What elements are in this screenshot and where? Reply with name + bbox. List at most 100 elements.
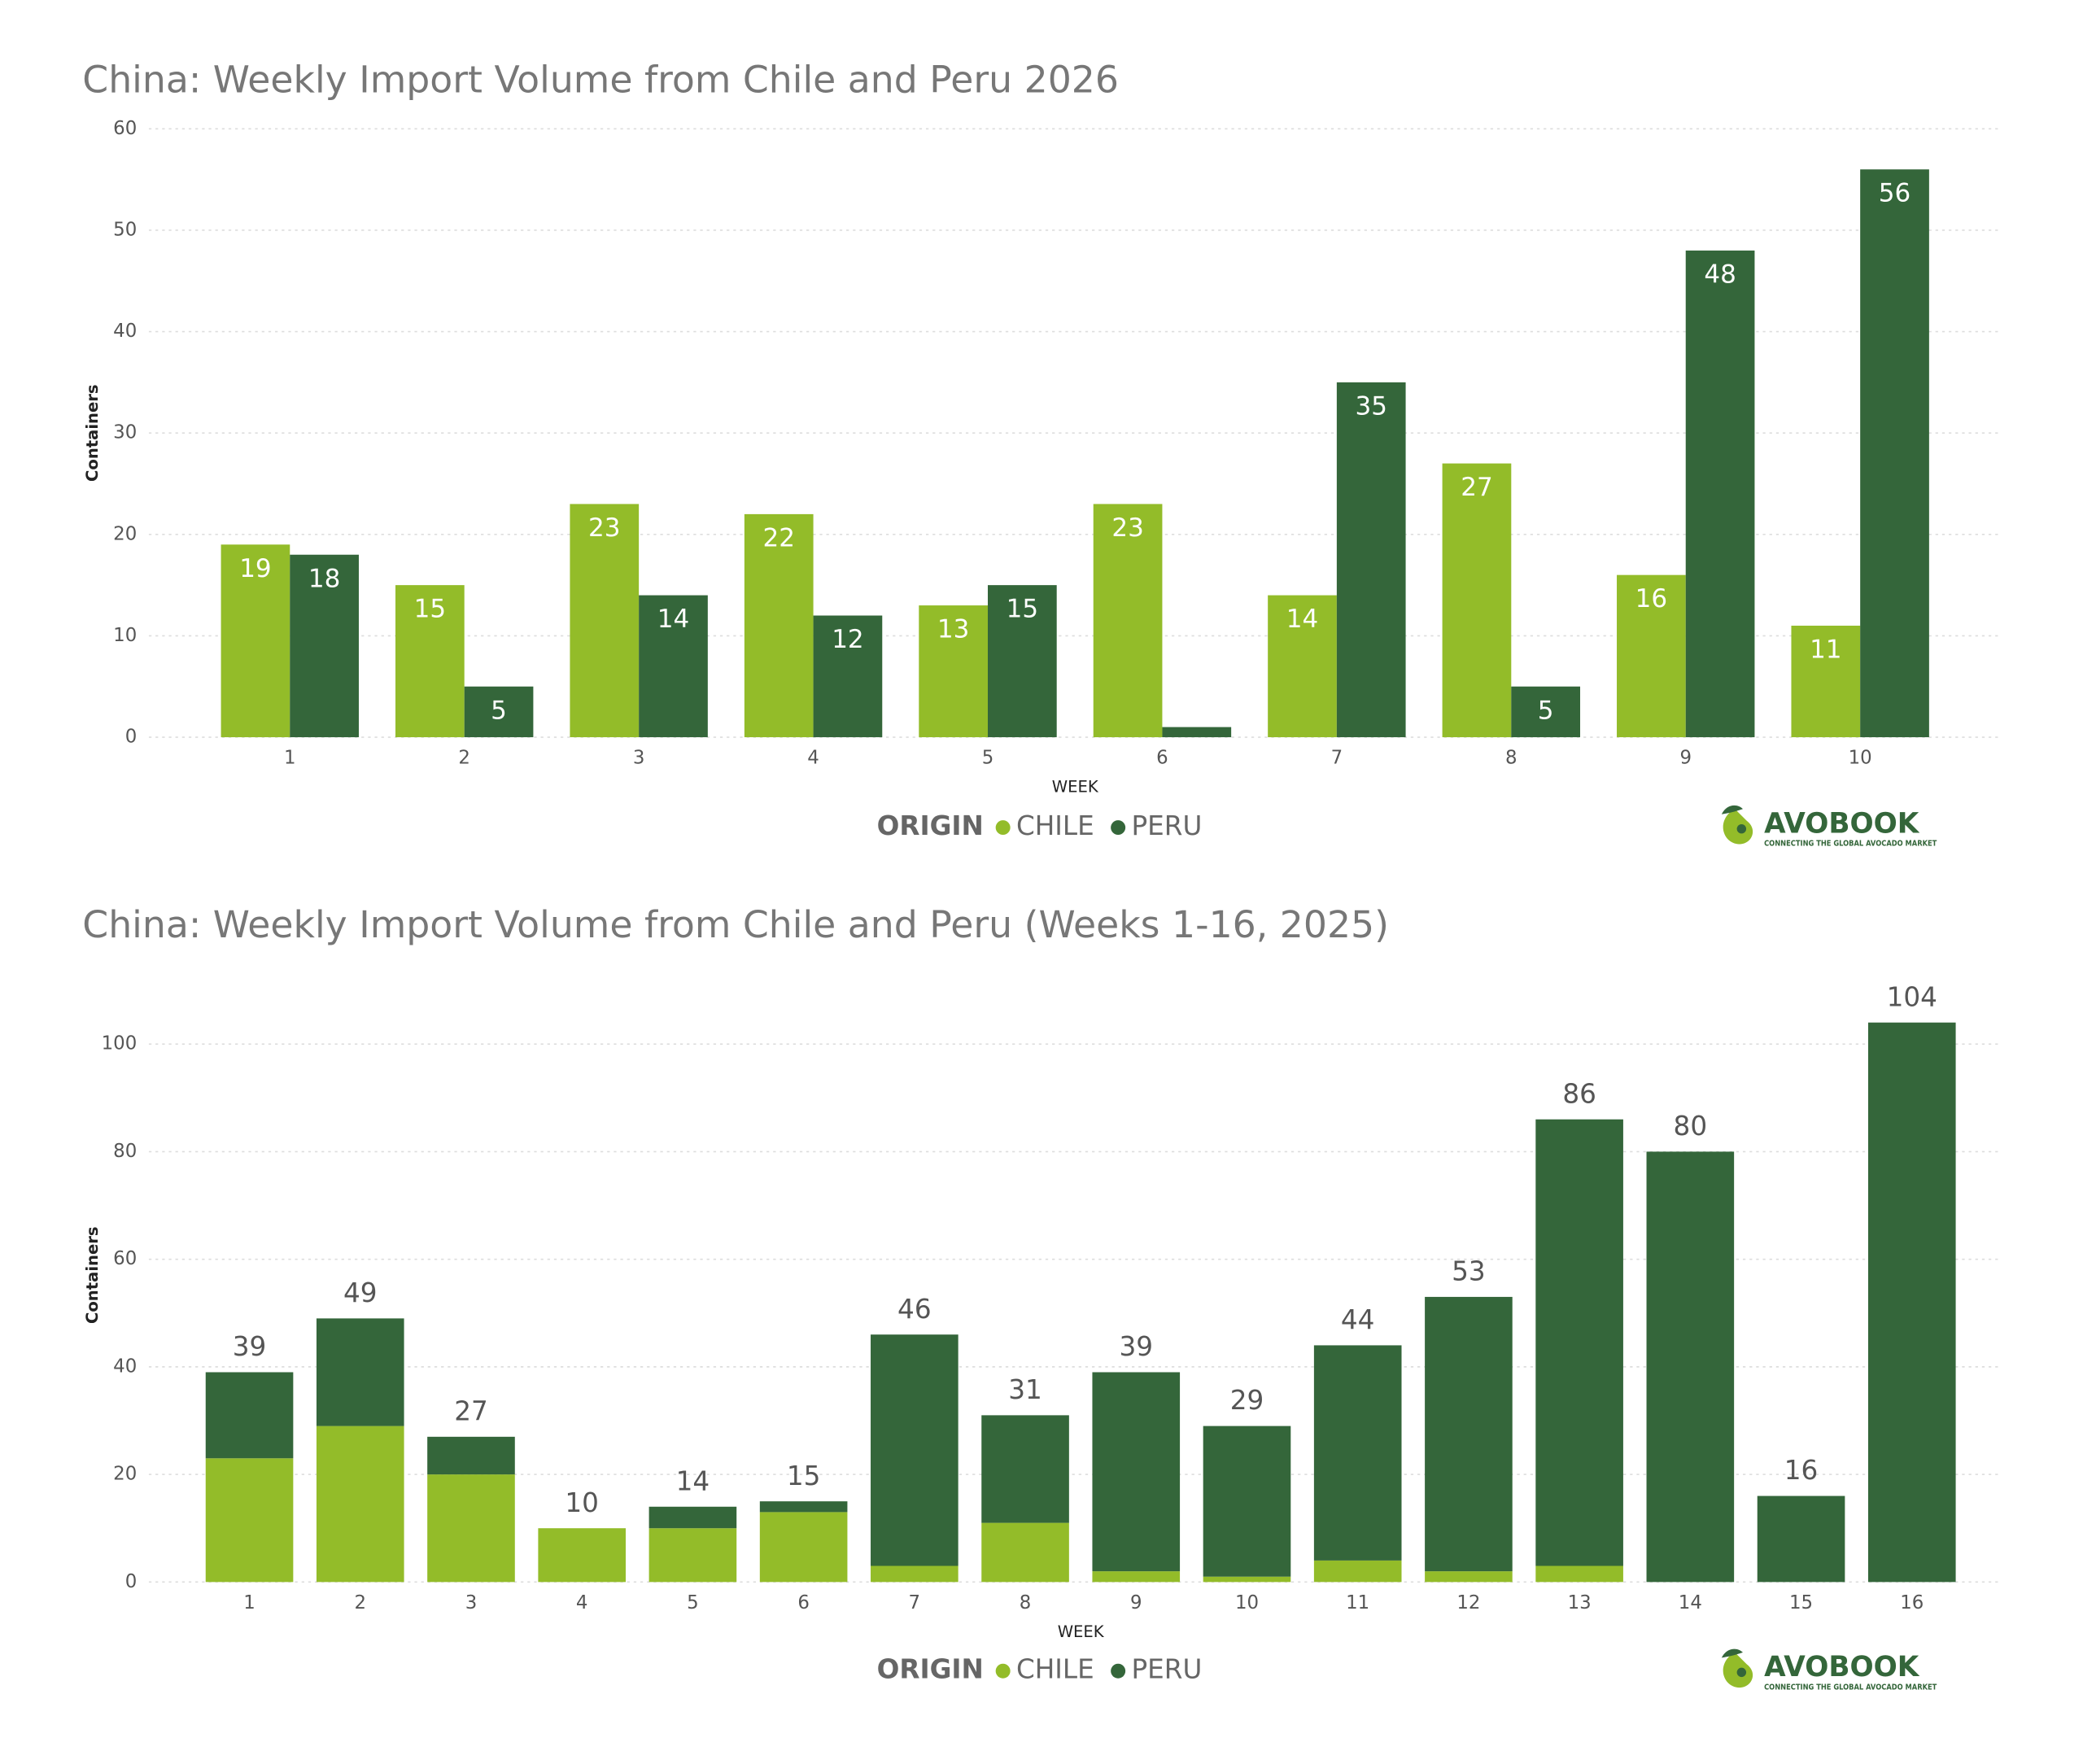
data-label: 14 <box>1286 605 1318 634</box>
logo-seed <box>1736 1667 1747 1678</box>
total-label: 39 <box>233 1331 267 1362</box>
legend-title: ORIGIN <box>877 1654 984 1685</box>
bar <box>988 585 1057 738</box>
x-tick-label: 9 <box>1679 748 1692 769</box>
logo-name: AVOBOOK <box>1764 807 1920 840</box>
bar-segment <box>538 1528 627 1583</box>
total-label: 46 <box>897 1294 932 1325</box>
legend-marker <box>1111 820 1126 836</box>
x-tick-label: 16 <box>1900 1592 1924 1613</box>
x-tick-label: 8 <box>1020 1592 1032 1613</box>
bar <box>1617 574 1686 738</box>
x-tick-label: 5 <box>982 748 994 769</box>
bar-segment <box>1425 1296 1513 1572</box>
bar <box>290 554 359 738</box>
y-tick-label: 10 <box>113 625 137 646</box>
x-tick-label: 5 <box>687 1592 699 1613</box>
y-tick-label: 0 <box>125 727 138 748</box>
bar-segment <box>981 1415 1069 1523</box>
x-tick-label: 13 <box>1568 1592 1592 1613</box>
bar-segment <box>759 1501 848 1513</box>
logo-leaf <box>1721 1648 1743 1658</box>
total-label: 44 <box>1341 1304 1375 1335</box>
total-label: 14 <box>676 1465 710 1496</box>
data-label: 23 <box>588 513 620 543</box>
data-label: 19 <box>239 554 271 583</box>
data-label: 27 <box>1461 473 1492 502</box>
legend-marker <box>995 1663 1011 1679</box>
total-label: 80 <box>1674 1111 1708 1142</box>
y-tick-label: 60 <box>113 1248 137 1269</box>
bar-segment <box>1646 1151 1735 1583</box>
total-label: 86 <box>1562 1078 1596 1109</box>
y-tick-label: 40 <box>113 1356 137 1377</box>
x-tick-label: 8 <box>1505 748 1517 769</box>
bar <box>1336 382 1406 738</box>
data-label: 12 <box>832 625 863 654</box>
total-label: 104 <box>1887 981 1937 1012</box>
bar <box>395 585 465 738</box>
y-tick-label: 20 <box>113 523 137 544</box>
bar-segment <box>1535 1119 1623 1566</box>
total-label: 49 <box>343 1277 378 1308</box>
total-label: 15 <box>787 1461 821 1491</box>
chart-title: China: Weekly Import Volume from Chile a… <box>82 903 1389 946</box>
bar-segment <box>648 1506 737 1529</box>
bar <box>813 615 883 738</box>
logo-leaf <box>1721 805 1743 814</box>
bar <box>1511 686 1581 738</box>
bar-segment <box>648 1528 737 1583</box>
chart-title: China: Weekly Import Volume from Chile a… <box>82 59 1119 102</box>
bar-segment <box>427 1474 515 1583</box>
x-tick-label: 12 <box>1456 1592 1480 1613</box>
x-tick-label: 9 <box>1130 1592 1142 1613</box>
bar-segment <box>1203 1576 1291 1583</box>
bar <box>1442 463 1512 738</box>
y-tick-label: 40 <box>113 321 137 342</box>
bar-segment <box>205 1458 294 1583</box>
x-tick-label: 1 <box>243 1592 255 1613</box>
data-label: 16 <box>1635 584 1667 613</box>
data-label: 23 <box>1111 513 1143 543</box>
y-tick-label: 20 <box>113 1464 137 1485</box>
total-label: 29 <box>1230 1385 1264 1416</box>
x-tick-label: 15 <box>1789 1592 1813 1613</box>
bar <box>1860 169 1929 738</box>
y-tick-label: 80 <box>113 1141 137 1162</box>
logo-tagline: CONNECTING THE GLOBAL AVOCADO MARKET <box>1764 1683 1937 1692</box>
data-label: 15 <box>414 595 446 624</box>
legend-label: PERU <box>1131 810 1202 841</box>
x-tick-label: 6 <box>1156 748 1168 769</box>
data-label: 11 <box>1810 635 1841 664</box>
data-label: 5 <box>491 696 507 725</box>
x-tick-label: 10 <box>1849 748 1872 769</box>
x-tick-label: 4 <box>807 748 819 769</box>
bar <box>221 544 290 738</box>
legend-label: CHILE <box>1016 1654 1094 1685</box>
legend-label: CHILE <box>1016 810 1094 841</box>
bar-segment <box>427 1436 515 1475</box>
data-label: 22 <box>762 523 794 552</box>
y-tick-label: 100 <box>102 1033 138 1054</box>
x-tick-label: 7 <box>909 1592 921 1613</box>
total-label: 27 <box>454 1395 488 1426</box>
bar <box>744 513 814 738</box>
data-label: 18 <box>308 564 340 593</box>
x-tick-label: 6 <box>797 1592 810 1613</box>
bar-segment <box>871 1334 959 1566</box>
y-tick-label: 30 <box>113 422 137 443</box>
data-label: 13 <box>937 615 969 644</box>
bar-segment <box>1313 1345 1402 1561</box>
bar <box>1162 727 1232 738</box>
legend-marker <box>995 820 1011 836</box>
x-axis-label: WEEK <box>1052 778 1099 797</box>
total-label: 10 <box>565 1487 599 1518</box>
y-axis-label: Containers <box>83 384 102 482</box>
bar-segment <box>1092 1571 1181 1583</box>
bar-segment <box>316 1426 404 1583</box>
data-label: 15 <box>1007 595 1038 624</box>
data-label: 48 <box>1704 260 1736 289</box>
bar <box>1268 595 1337 738</box>
